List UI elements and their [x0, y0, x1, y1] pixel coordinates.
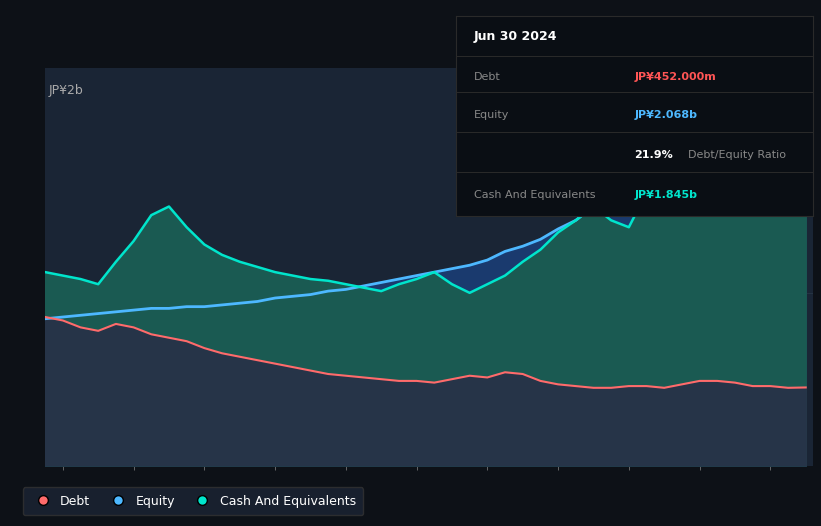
- Text: JP¥452.000m: JP¥452.000m: [635, 72, 716, 82]
- Text: JP¥2b: JP¥2b: [49, 84, 84, 97]
- Text: JP¥0: JP¥0: [49, 444, 76, 458]
- Text: Debt/Equity Ratio: Debt/Equity Ratio: [688, 150, 786, 160]
- Text: Cash And Equivalents: Cash And Equivalents: [474, 190, 595, 200]
- Text: Equity: Equity: [474, 110, 509, 120]
- Text: JP¥1.845b: JP¥1.845b: [635, 190, 697, 200]
- Text: 21.9%: 21.9%: [635, 150, 673, 160]
- Text: JP¥2.068b: JP¥2.068b: [635, 110, 697, 120]
- Legend: Debt, Equity, Cash And Equivalents: Debt, Equity, Cash And Equivalents: [23, 487, 364, 515]
- Text: Jun 30 2024: Jun 30 2024: [474, 30, 557, 43]
- Text: Debt: Debt: [474, 72, 500, 82]
